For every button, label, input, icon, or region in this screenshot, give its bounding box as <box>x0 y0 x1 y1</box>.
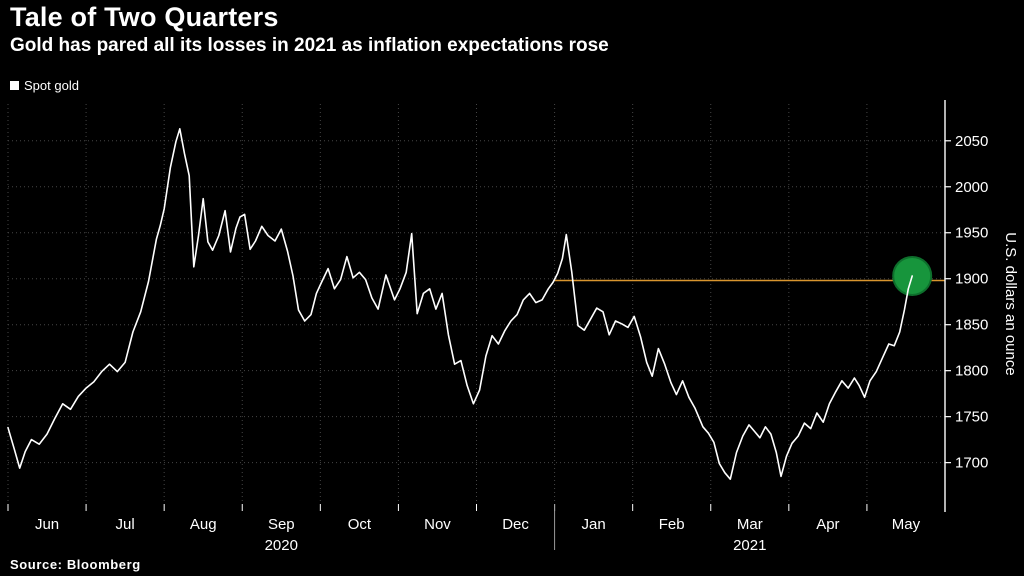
chart-header: Tale of Two Quarters Gold has pared all … <box>10 2 1014 57</box>
y-tick-label: 2000 <box>955 179 988 196</box>
x-tick-label: Feb <box>659 516 685 533</box>
source-label: Source: Bloomberg <box>10 557 141 572</box>
x-tick-label: Nov <box>424 516 451 533</box>
chart-title: Tale of Two Quarters <box>10 2 279 32</box>
x-tick-label: Dec <box>502 516 529 533</box>
y-tick-label: 2050 <box>955 133 988 150</box>
x-tick-label: Apr <box>816 516 839 533</box>
y-tick-label: 1950 <box>955 225 988 242</box>
legend-swatch-icon <box>10 81 19 90</box>
x-tick-label: Sep <box>268 516 295 533</box>
y-tick-label: 1800 <box>955 363 988 380</box>
gold-line-chart: 1700 1750 1800 1850 1900 1950 2000 2050 Jun Jul Au… <box>7 100 1019 554</box>
x-tick-label: Aug <box>190 516 217 533</box>
chart-subtitle: Gold has pared all its losses in 2021 as… <box>10 35 609 56</box>
y-tick-label: 1750 <box>955 409 988 426</box>
legend-label: Spot gold <box>24 78 79 93</box>
x-tick-label: Jun <box>35 516 59 533</box>
y-tick-label: 1900 <box>955 271 988 288</box>
y-tick-label: 1700 <box>955 455 988 472</box>
x-tick-label: Jan <box>582 516 606 533</box>
x-tick-label: May <box>892 516 921 533</box>
y-axis-title: U.S. dollars an ounce <box>1002 232 1019 375</box>
spot-gold-line <box>7 127 914 481</box>
x-tick-label: Oct <box>348 516 372 533</box>
year-label: 2021 <box>733 537 766 554</box>
year-label: 2020 <box>265 537 298 554</box>
y-tick-label: 1850 <box>955 317 988 334</box>
x-tick-label: Jul <box>116 516 135 533</box>
legend: Spot gold <box>10 78 79 93</box>
x-tick-label: Mar <box>737 516 763 533</box>
